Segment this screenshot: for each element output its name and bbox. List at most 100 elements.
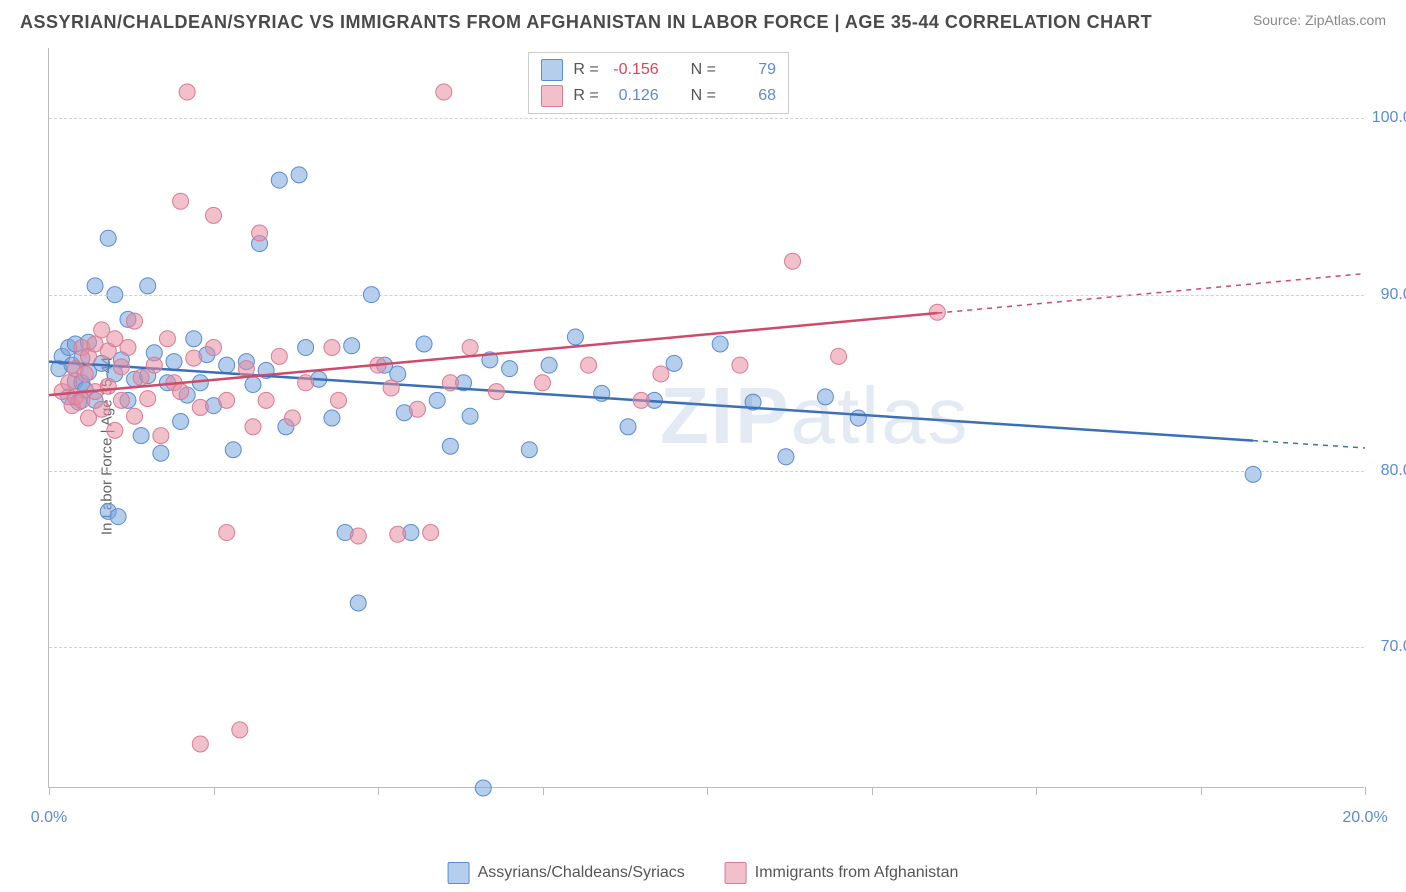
x-tick — [872, 787, 873, 795]
scatter-point — [107, 422, 123, 438]
scatter-point — [271, 348, 287, 364]
scatter-point — [521, 442, 537, 458]
scatter-point — [633, 392, 649, 408]
scatter-point — [535, 375, 551, 391]
x-tick — [214, 787, 215, 795]
scatter-point — [219, 357, 235, 373]
chart-title: ASSYRIAN/CHALDEAN/SYRIAC VS IMMIGRANTS F… — [20, 12, 1152, 33]
scatter-point — [390, 526, 406, 542]
scatter-point — [206, 340, 222, 356]
stats-row: R = -0.156 N = 79 — [541, 57, 776, 83]
scatter-point — [245, 377, 261, 393]
trend-line — [49, 313, 937, 395]
scatter-point — [159, 331, 175, 347]
scatter-point — [712, 336, 728, 352]
scatter-point — [225, 442, 241, 458]
swatch-icon — [541, 85, 563, 107]
scatter-point — [238, 361, 254, 377]
bottom-legend: Assyrians/Chaldeans/Syriacs Immigrants fr… — [448, 862, 959, 884]
legend-label: Immigrants from Afghanistan — [755, 864, 959, 882]
y-tick-label: 70.0% — [1381, 638, 1406, 656]
scatter-point — [127, 408, 143, 424]
n-value: 79 — [726, 61, 776, 79]
scatter-point — [206, 207, 222, 223]
x-tick — [378, 787, 379, 795]
scatter-point — [245, 419, 261, 435]
scatter-point — [153, 428, 169, 444]
scatter-point — [271, 172, 287, 188]
scatter-point — [442, 375, 458, 391]
scatter-point — [133, 369, 149, 385]
scatter-point — [61, 375, 77, 391]
stats-row: R =0.126N =68 — [541, 83, 776, 109]
scatter-point — [653, 366, 669, 382]
scatter-point — [732, 357, 748, 373]
scatter-point — [291, 167, 307, 183]
x-tick-label: 20.0% — [1342, 809, 1387, 827]
swatch-icon — [541, 59, 563, 81]
x-tick — [543, 787, 544, 795]
swatch-icon — [448, 862, 470, 884]
legend-item: Assyrians/Chaldeans/Syriacs — [448, 862, 685, 884]
y-tick-label: 90.0% — [1381, 286, 1406, 304]
gridline-h — [49, 118, 1364, 119]
scatter-point — [475, 780, 491, 796]
scatter-point — [192, 736, 208, 752]
scatter-point — [113, 392, 129, 408]
gridline-h — [49, 295, 1364, 296]
scatter-point — [785, 253, 801, 269]
scatter-point — [232, 722, 248, 738]
scatter-point — [173, 384, 189, 400]
scatter-point — [390, 366, 406, 382]
x-tick — [1036, 787, 1037, 795]
stats-box: R =-0.156N =79R =0.126N =68 — [528, 52, 789, 114]
scatter-point — [620, 419, 636, 435]
scatter-point — [331, 392, 347, 408]
scatter-point — [462, 408, 478, 424]
r-value: 0.126 — [609, 87, 659, 105]
scatter-point — [409, 401, 425, 417]
scatter-point — [324, 410, 340, 426]
scatter-point — [113, 359, 129, 375]
n-label: N = — [691, 61, 716, 79]
scatter-point — [94, 401, 110, 417]
scatter-point — [831, 348, 847, 364]
scatter-point — [110, 509, 126, 525]
r-value: -0.156 — [609, 61, 659, 79]
scatter-point — [666, 355, 682, 371]
scatter-point — [442, 438, 458, 454]
scatter-point — [350, 528, 366, 544]
scatter-point — [153, 445, 169, 461]
scatter-point — [219, 525, 235, 541]
scatter-point — [284, 410, 300, 426]
scatter-point — [298, 375, 314, 391]
x-tick — [1365, 787, 1366, 795]
scatter-point — [252, 225, 268, 241]
scatter-point — [581, 357, 597, 373]
scatter-point — [817, 389, 833, 405]
trend-line-dashed — [1253, 441, 1365, 448]
scatter-point — [258, 392, 274, 408]
scatter-point — [87, 278, 103, 294]
scatter-point — [127, 313, 143, 329]
scatter-point — [436, 84, 452, 100]
scatter-point — [120, 340, 136, 356]
scatter-point — [173, 414, 189, 430]
scatter-point — [462, 340, 478, 356]
scatter-point — [192, 399, 208, 415]
trend-line-dashed — [937, 274, 1365, 314]
scatter-point — [344, 338, 360, 354]
legend-label: Assyrians/Chaldeans/Syriacs — [478, 864, 685, 882]
swatch-icon — [725, 862, 747, 884]
scatter-point — [1245, 466, 1261, 482]
scatter-point — [850, 410, 866, 426]
r-label: R = — [573, 61, 598, 79]
x-tick-label: 0.0% — [31, 809, 67, 827]
scatter-point — [140, 391, 156, 407]
r-label: R = — [573, 87, 598, 105]
scatter-point — [219, 392, 235, 408]
scatter-point — [429, 392, 445, 408]
scatter-point — [567, 329, 583, 345]
scatter-point — [383, 380, 399, 396]
scatter-point — [541, 357, 557, 373]
